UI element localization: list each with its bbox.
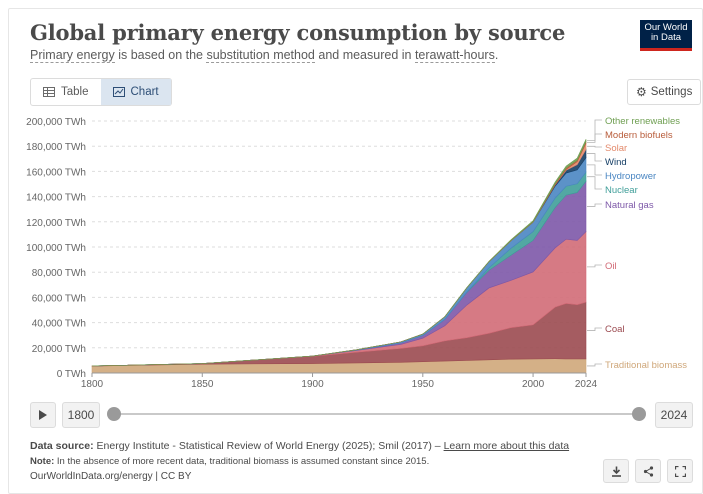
chart-subtitle: Primary energy is based on the substitut… (30, 48, 499, 63)
chart-icon (112, 87, 125, 97)
learn-more-link[interactable]: Learn more about this data (443, 440, 570, 452)
settings-button[interactable]: ⚙ Settings (627, 79, 702, 105)
data-source-line: Data source: Energy Institute - Statisti… (30, 440, 570, 452)
legend-label-coal: Coal (605, 324, 625, 335)
y-tick-label: 140,000 TWh (26, 193, 86, 204)
gear-icon: ⚙ (636, 85, 647, 99)
timeline-track[interactable] (113, 413, 639, 415)
substitution-method-link[interactable]: substitution method (206, 48, 315, 63)
y-tick-label: 180,000 TWh (26, 142, 86, 153)
tab-table[interactable]: Table (31, 79, 101, 105)
x-tick-label: 1950 (412, 379, 435, 390)
y-tick-label: 80,000 TWh (32, 268, 86, 279)
timeline-start-handle[interactable] (107, 407, 121, 421)
page-title: Global primary energy consumption by sou… (30, 20, 566, 45)
y-tick-label: 60,000 TWh (32, 293, 86, 304)
legend-label-other-renewables: Other renewables (605, 116, 680, 127)
note-line: Note: In the absence of more recent data… (30, 456, 430, 467)
legend-connector (587, 164, 602, 176)
legend-label-natural-gas: Natural gas (605, 200, 654, 211)
legend-connector (587, 363, 602, 367)
legend-connector (587, 327, 602, 331)
download-icon (611, 466, 621, 477)
legend-label-oil: Oil (605, 261, 617, 272)
y-tick-label: 100,000 TWh (26, 243, 86, 254)
fullscreen-icon (674, 465, 686, 477)
y-tick-label: 120,000 TWh (26, 218, 86, 229)
download-button[interactable] (603, 459, 629, 483)
legend-label-wind: Wind (605, 157, 627, 168)
x-tick-label: 1800 (81, 379, 104, 390)
terawatt-hours-link[interactable]: terawatt-hours (414, 48, 495, 63)
view-tabs: Table Chart (30, 78, 172, 106)
primary-energy-link[interactable]: Primary energy (30, 48, 115, 63)
legend-label-nuclear: Nuclear (605, 185, 638, 196)
legend-connector (587, 119, 602, 141)
fullscreen-button[interactable] (667, 459, 693, 483)
legend-connector (587, 145, 602, 148)
x-tick-label: 2000 (522, 379, 545, 390)
legend-connector (587, 264, 602, 268)
share-icon (643, 465, 653, 477)
x-tick-label: 2024 (575, 379, 598, 390)
legend-connector (587, 153, 602, 162)
owid-logo[interactable]: Our World in Data (640, 20, 692, 50)
share-button[interactable] (635, 459, 661, 483)
legend-label-hydropower: Hydropower (605, 171, 656, 182)
legend-connector (587, 176, 602, 190)
legend-connector (587, 133, 602, 143)
legend-label-traditional-biomass: Traditional biomass (605, 360, 687, 371)
table-icon (43, 87, 55, 97)
tab-chart[interactable]: Chart (100, 79, 171, 105)
legend-connector (587, 203, 602, 207)
legend-label-solar: Solar (605, 143, 627, 154)
x-tick-label: 1850 (191, 379, 214, 390)
y-tick-label: 20,000 TWh (32, 344, 86, 355)
timeline-end-year[interactable]: 2024 (655, 402, 693, 428)
y-tick-label: 200,000 TWh (26, 117, 86, 128)
timeline-start-year[interactable]: 1800 (62, 402, 100, 428)
y-tick-label: 40,000 TWh (32, 319, 86, 330)
y-tick-label: 0 TWh (57, 369, 86, 380)
timeline-end-handle[interactable] (632, 407, 646, 421)
y-tick-label: 160,000 TWh (26, 167, 86, 178)
area-other-renewables (91, 139, 587, 367)
credit-line[interactable]: OurWorldInData.org/energy | CC BY (30, 471, 192, 482)
x-tick-label: 1900 (301, 379, 324, 390)
play-button[interactable] (30, 402, 56, 428)
legend-label-modern-biofuels: Modern biofuels (605, 130, 673, 141)
play-icon (39, 410, 47, 420)
logo-accent-bar (640, 48, 692, 51)
